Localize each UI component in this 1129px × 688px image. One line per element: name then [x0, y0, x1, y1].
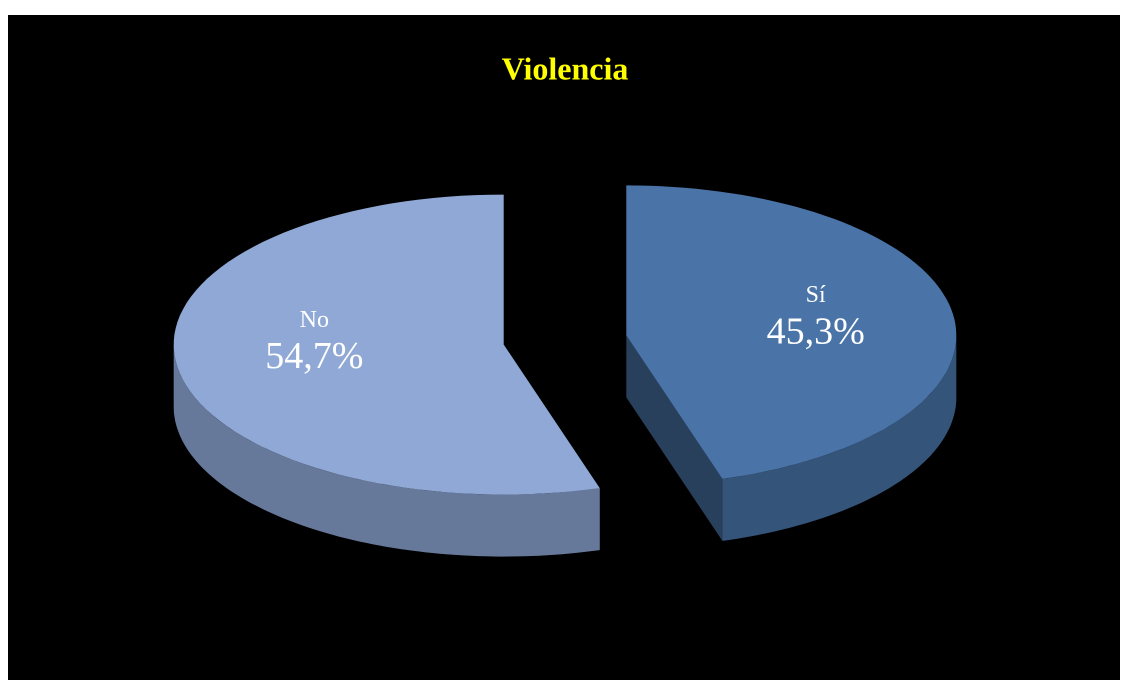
chart-title: Violencia [502, 50, 629, 86]
pie-slice [173, 194, 600, 495]
pie-slice [626, 185, 957, 479]
slice-side [626, 335, 723, 541]
slice-category-label: Sí [806, 282, 826, 308]
slice-value-label: 54,7% [265, 335, 363, 377]
slice-wall [173, 344, 600, 557]
slice-category-label: No [300, 307, 329, 333]
slice-wall [722, 335, 957, 541]
slice-value-label: 45,3% [767, 310, 865, 352]
